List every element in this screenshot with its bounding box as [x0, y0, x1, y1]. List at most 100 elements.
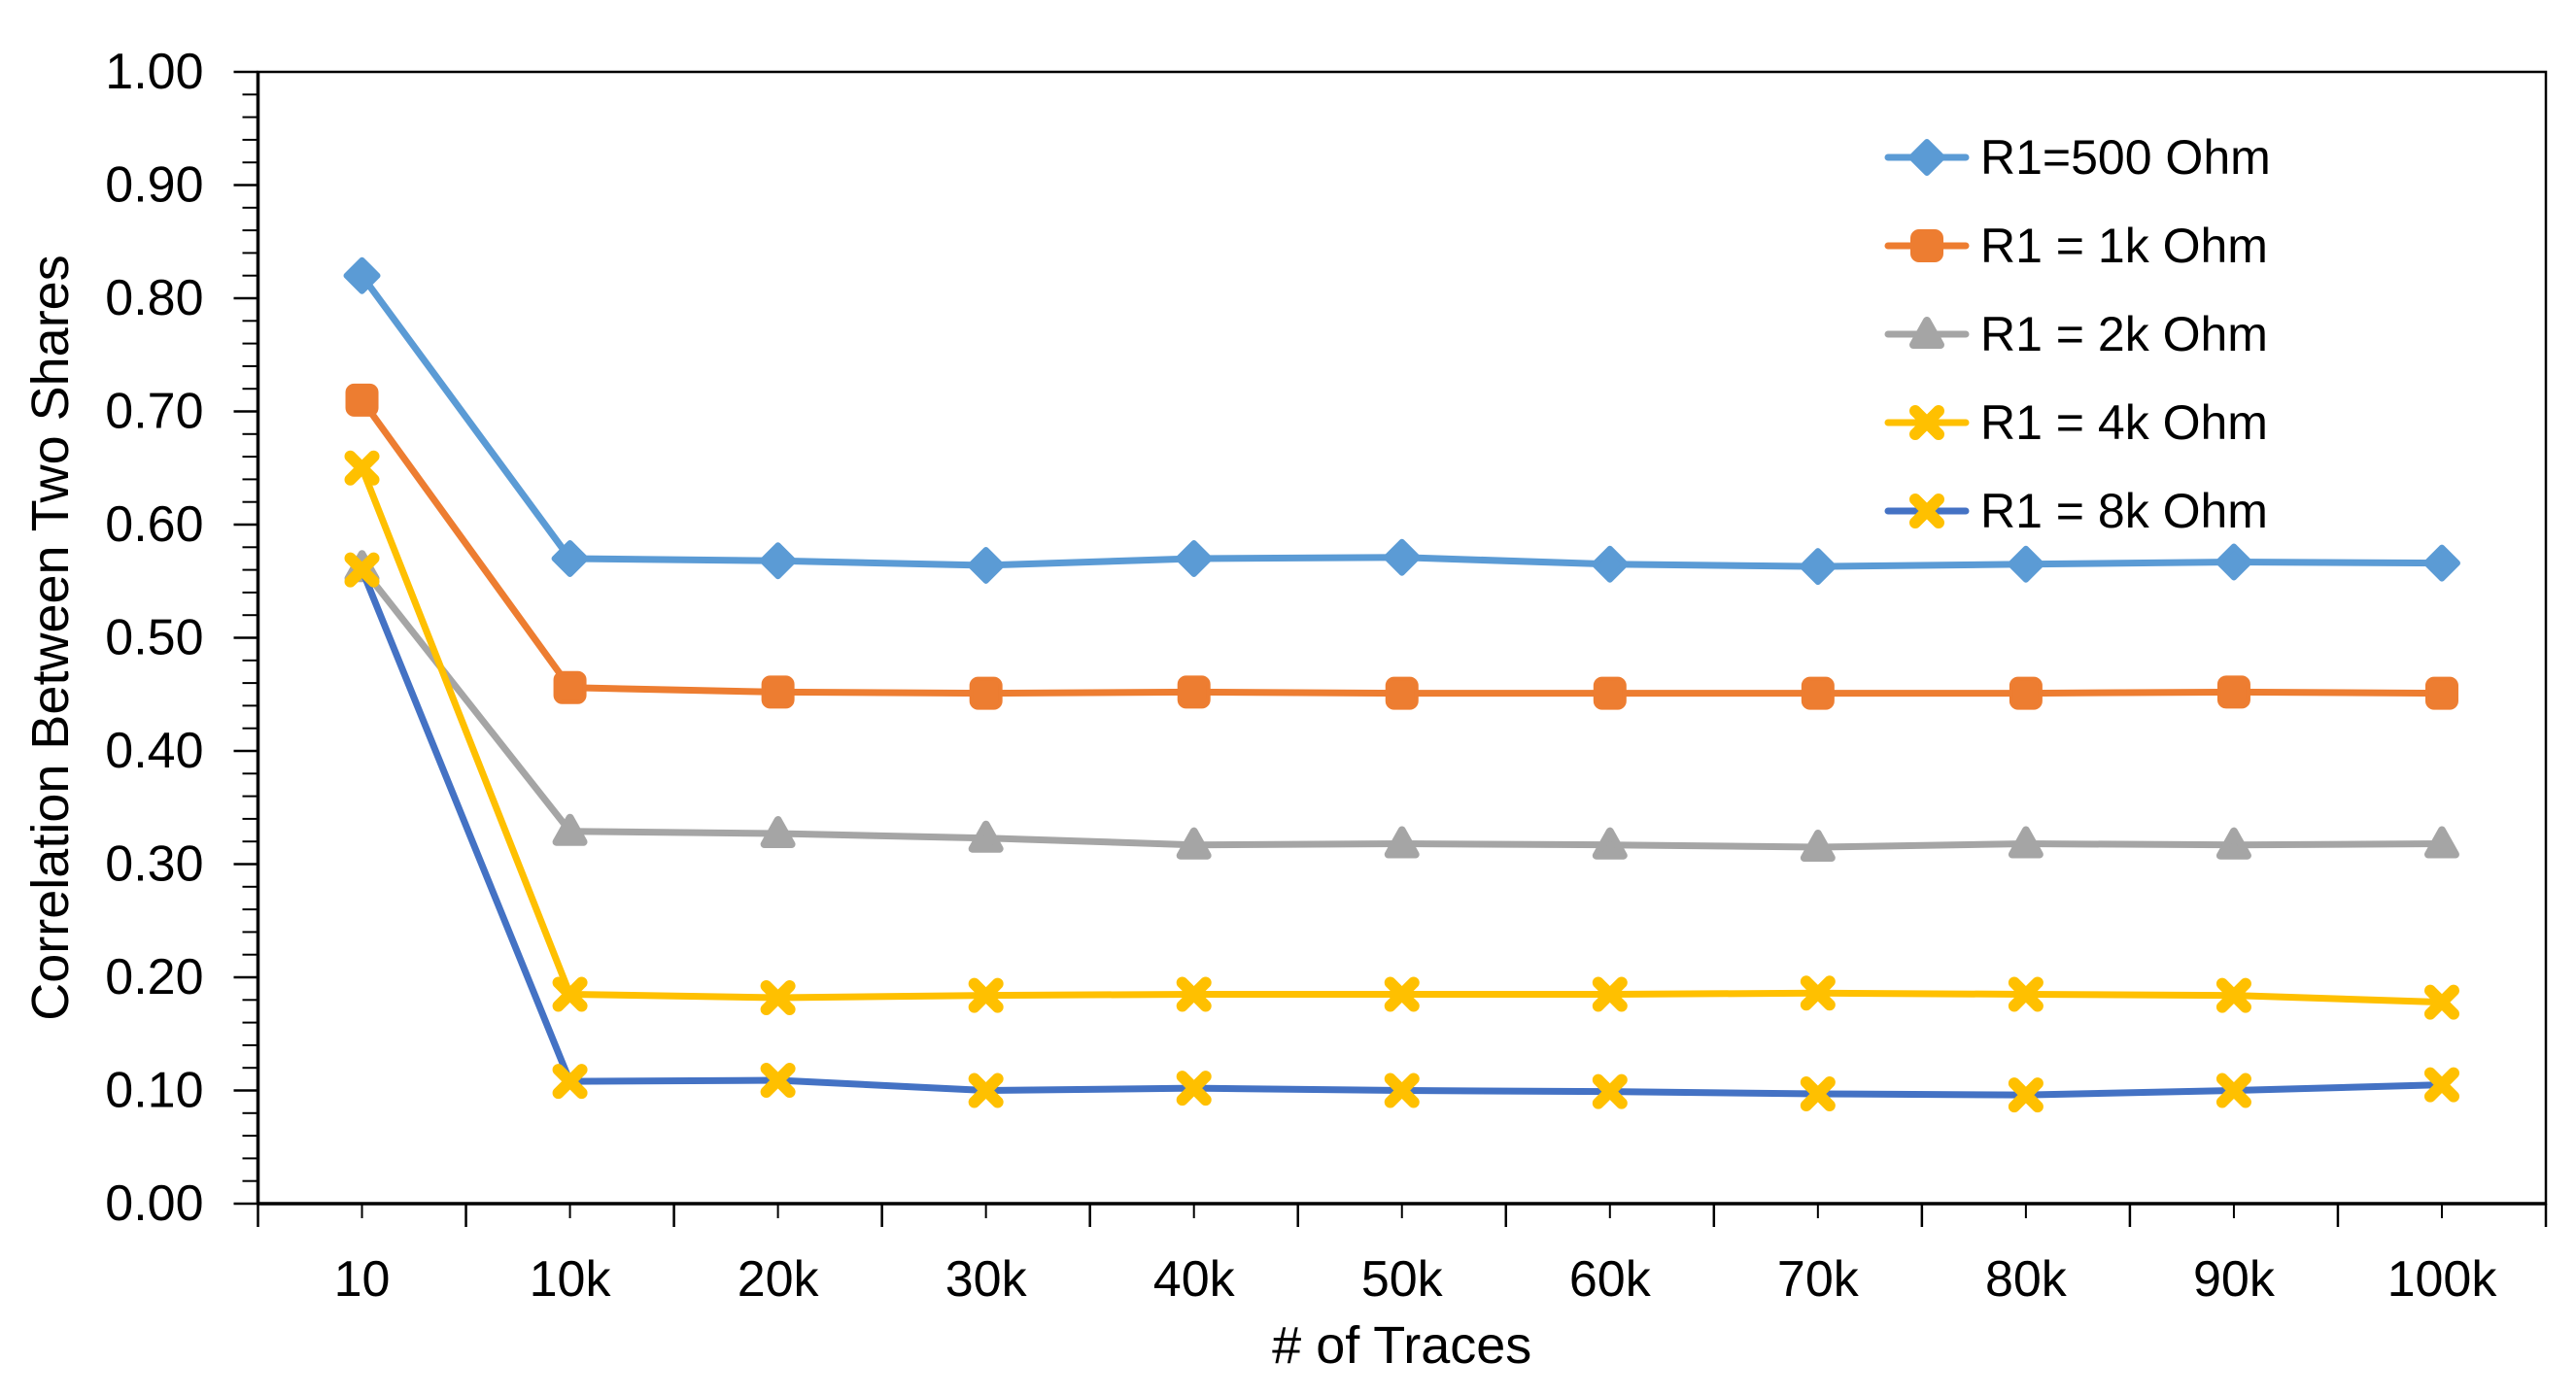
x-marker: [1176, 976, 1212, 1012]
legend-label: R1 = 2k Ohm: [1980, 307, 2268, 361]
x-marker: [1384, 976, 1420, 1012]
square-marker: [553, 670, 587, 704]
x-tick-label: 80k: [1985, 1251, 2068, 1308]
square-marker: [1910, 229, 1943, 262]
y-axis-tick-labels: 0.00 0.10 0.20 0.30 0.40 0.50 0.60 0.70 0.80 0.90…: [105, 44, 203, 1232]
x-marker: [1176, 1071, 1212, 1107]
x-tick-label: 30k: [945, 1251, 1028, 1308]
legend: R1=500 Ohm R1 = 1k Ohm R1 = 2k Ohm R1 = 4k …: [1884, 130, 2271, 538]
square-marker: [761, 675, 795, 709]
y-tick-label: 0.60: [105, 496, 203, 553]
square-marker: [1801, 676, 1835, 710]
diamond-marker: [2422, 544, 2460, 582]
legend-item: R1 = 4k Ohm: [1884, 395, 2268, 450]
x-marker: [2423, 1067, 2459, 1103]
x-axis-ticks: [257, 1204, 2548, 1227]
x-axis-title: # of Traces: [1272, 1316, 1531, 1375]
square-marker: [969, 676, 1003, 710]
y-tick-label: 0.80: [105, 270, 203, 326]
x-marker: [1800, 975, 1836, 1011]
diamond-marker: [759, 542, 797, 580]
y-tick-label: 0.40: [105, 723, 203, 779]
x-tick-label: 90k: [2193, 1251, 2276, 1308]
x-marker: [1800, 1075, 1836, 1111]
y-tick-label: 0.50: [105, 610, 203, 666]
legend-label: R1 = 8k Ohm: [1980, 484, 2268, 538]
series-4: [344, 450, 2459, 1020]
y-tick-label: 0.70: [105, 384, 203, 440]
y-tick-label: 0.90: [105, 157, 203, 214]
x-tick-label: 60k: [1569, 1251, 1652, 1308]
y-tick-label: 0.00: [105, 1175, 203, 1232]
series-1: [343, 256, 2460, 586]
x-marker: [2215, 1073, 2251, 1108]
legend-label: R1 = 4k Ohm: [1980, 395, 2268, 450]
x-tick-label: 70k: [1777, 1251, 1860, 1308]
series-5: [344, 552, 2459, 1113]
square-marker: [2009, 676, 2043, 710]
diamond-marker: [2215, 543, 2252, 581]
triangle-marker: [552, 813, 588, 846]
series-2: [345, 383, 2458, 710]
triangle-marker: [2215, 827, 2251, 860]
square-marker: [2216, 675, 2250, 709]
triangle-marker: [1384, 826, 1420, 859]
x-marker: [2008, 1077, 2044, 1113]
triangle-marker: [968, 820, 1004, 853]
square-marker: [1385, 676, 1419, 710]
x-tick-label: 10k: [530, 1251, 612, 1308]
diamond-marker: [1175, 539, 1213, 577]
legend-label: R1 = 1k Ohm: [1980, 219, 2268, 273]
y-tick-label: 0.30: [105, 836, 203, 893]
y-tick-label: 0.10: [105, 1063, 203, 1119]
diamond-marker: [343, 256, 381, 294]
y-axis-title: Correlation Between Two Shares: [21, 255, 80, 1020]
triangle-marker: [760, 816, 796, 849]
x-marker: [1592, 976, 1628, 1012]
y-tick-label: 0.20: [105, 949, 203, 1005]
x-marker: [1909, 494, 1944, 528]
square-marker: [1177, 675, 1211, 709]
x-marker: [2215, 977, 2251, 1013]
x-marker: [344, 450, 380, 486]
x-tick-label: 100k: [2387, 1251, 2498, 1308]
x-tick-label: 50k: [1361, 1251, 1444, 1308]
x-marker: [1592, 1073, 1628, 1109]
x-marker: [552, 1064, 588, 1100]
x-marker: [968, 977, 1004, 1013]
square-marker: [2424, 676, 2458, 710]
diamond-marker: [967, 546, 1005, 584]
data-series-layer: [343, 256, 2460, 1113]
x-marker: [760, 979, 796, 1015]
x-marker: [2008, 976, 2044, 1012]
y-tick-label: 1.00: [105, 44, 203, 100]
x-marker: [760, 1063, 796, 1099]
diamond-marker: [1799, 548, 1837, 586]
diamond-marker: [1383, 538, 1421, 576]
legend-item: R1 = 8k Ohm: [1884, 484, 2268, 538]
diamond-marker: [551, 539, 589, 577]
triangle-marker: [1909, 317, 1944, 349]
x-axis-tick-labels: 10 10k 20k 30k 40k 50k 60k 70k 80k 90k 100k: [334, 1251, 2498, 1308]
legend-item: R1 = 1k Ohm: [1884, 219, 2268, 273]
x-tick-label: 20k: [738, 1251, 820, 1308]
diamond-marker: [1908, 139, 1945, 176]
x-marker: [344, 552, 380, 588]
x-marker: [552, 976, 588, 1012]
x-tick-label: 40k: [1153, 1251, 1236, 1308]
square-marker: [1593, 676, 1627, 710]
y-axis-ticks: [233, 70, 258, 1206]
triangle-marker: [1176, 827, 1212, 860]
triangle-marker: [1800, 830, 1836, 863]
x-tick-label: 10: [334, 1251, 391, 1308]
x-marker: [1909, 405, 1944, 440]
x-marker: [1384, 1073, 1420, 1108]
x-marker: [968, 1073, 1004, 1108]
x-marker: [2423, 984, 2459, 1020]
triangle-marker: [2008, 826, 2044, 859]
legend-item: R1 = 2k Ohm: [1884, 307, 2268, 361]
diamond-marker: [2007, 545, 2044, 583]
legend-item: R1=500 Ohm: [1884, 130, 2271, 185]
